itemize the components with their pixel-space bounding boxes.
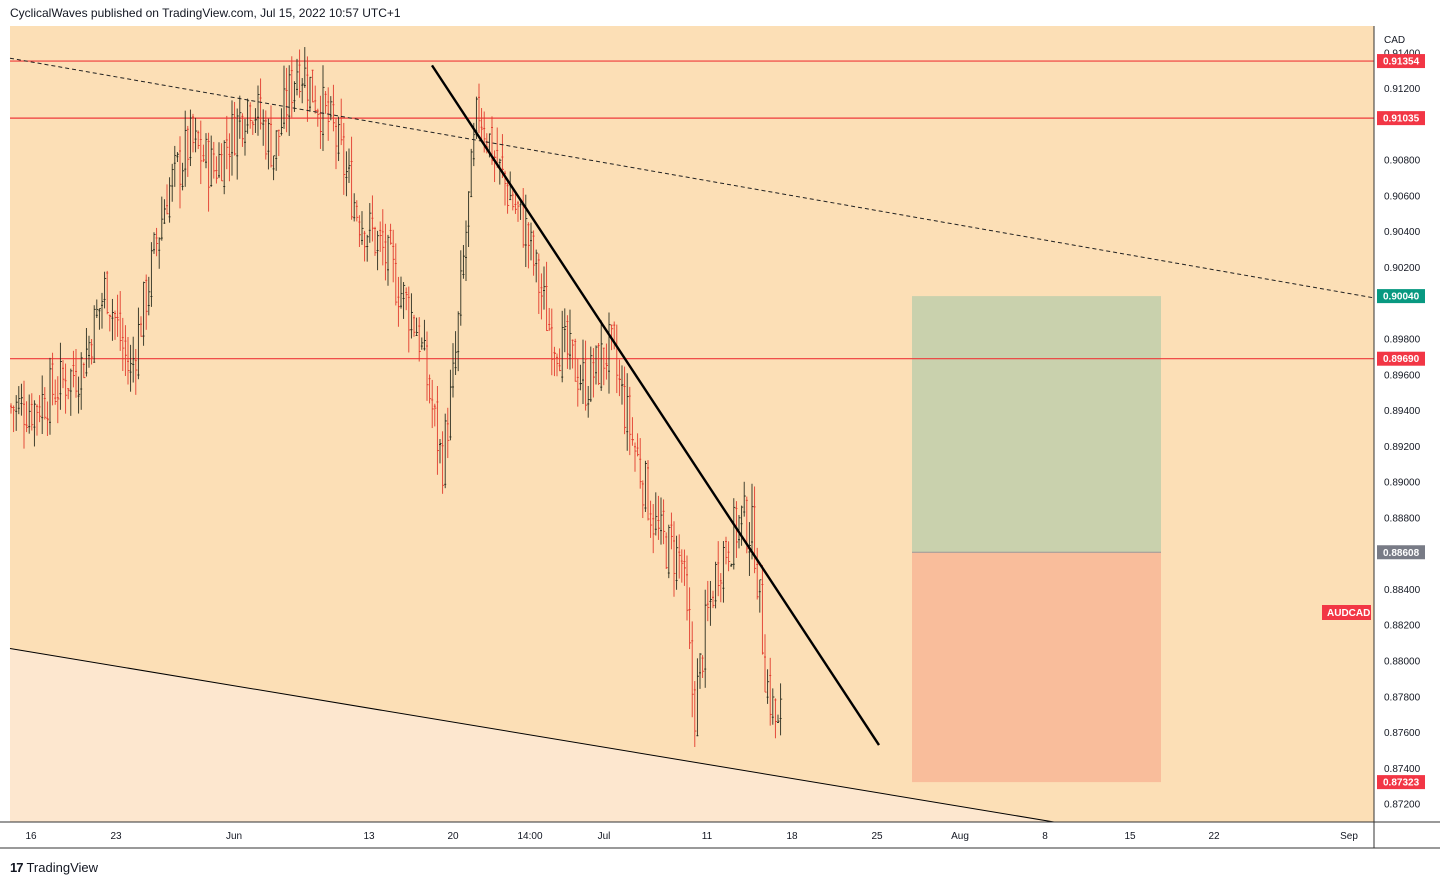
price-tick-label: 0.87200 [1384, 800, 1421, 811]
publisher-caption: CyclicalWaves published on TradingView.c… [10, 6, 401, 20]
price-tick-label: 0.87600 [1384, 728, 1421, 739]
time-tick-label: 20 [447, 831, 459, 842]
price-tick-label: 0.89000 [1384, 478, 1421, 489]
time-axis: 16 23 Jun 13 20 14:00 Jul 11 18 25 Aug 8 15 22 Sep [0, 821, 1440, 849]
price-badge-label: 0.90040 [1383, 292, 1420, 303]
tradingview-footer: 17 TradingView [10, 857, 98, 877]
time-tick-label: 22 [1208, 831, 1220, 842]
price-badge-label: 0.89690 [1383, 354, 1420, 365]
time-tick-label: 11 [702, 831, 713, 842]
time-tick-label: 16 [25, 831, 37, 842]
target-zone [912, 296, 1161, 553]
price-tick-label: 0.89800 [1384, 335, 1421, 346]
time-tick-label: Jul [598, 831, 611, 842]
stop-zone [912, 552, 1161, 783]
time-tick-label: Aug [951, 831, 969, 842]
bold-downtrend-line [430, 64, 881, 746]
time-tick-label: 25 [871, 831, 883, 842]
time-tick-label: Sep [1340, 831, 1358, 842]
currency-label: CAD [1384, 35, 1405, 46]
price-tick-label: 0.88200 [1384, 621, 1421, 632]
trendlines [9, 57, 1375, 823]
price-tick-label: 0.90600 [1384, 191, 1421, 202]
price-badge-label: 0.91354 [1383, 57, 1420, 68]
time-tick-label: 14:00 [517, 831, 542, 842]
time-tick-label: 23 [110, 831, 122, 842]
symbol-badge [1322, 605, 1371, 620]
time-tick-label: 18 [786, 831, 798, 842]
price-tick-label: 0.89400 [1384, 406, 1421, 417]
price-badge [1377, 351, 1425, 366]
brand-label: TradingView [26, 859, 99, 875]
tradingview-logo-icon: 17 [10, 859, 24, 875]
time-tick-label: 15 [1124, 831, 1136, 842]
symbol-badge-label: AUDCAD [1327, 608, 1370, 619]
price-badge [1377, 545, 1425, 560]
price-tick-label: 0.90800 [1384, 156, 1421, 167]
time-tick-label: Jun [226, 831, 242, 842]
price-badges: 0.91354 0.91035 0.90040 0.89690 0.88608 0.873… [1322, 54, 1425, 790]
price-badge-label: 0.91035 [1383, 114, 1420, 125]
time-tick-label: 13 [363, 831, 375, 842]
price-badge [1377, 775, 1425, 790]
price-tick-label: 0.88400 [1384, 585, 1421, 596]
time-tick-label: 8 [1042, 831, 1048, 842]
price-badge-label: 0.87323 [1383, 778, 1420, 789]
price-badge-label: 0.88608 [1383, 548, 1420, 559]
price-tick-label: 0.87800 [1384, 692, 1421, 703]
price-axis: CAD 0.91400 0.91200 0.90800 0.90600 0.90400 0.… [1373, 26, 1421, 848]
price-badge [1377, 54, 1425, 69]
position-tool [912, 296, 1161, 783]
price-tick-label: 0.88800 [1384, 513, 1421, 524]
price-tick-label: 0.88000 [1384, 657, 1421, 668]
price-badge [1377, 111, 1425, 126]
price-tick-label: 0.91200 [1384, 84, 1421, 95]
price-tick-label: 0.91400 [1384, 48, 1421, 59]
lower-channel-line [9, 647, 1055, 823]
price-tick-label: 0.90200 [1384, 263, 1421, 274]
price-badge [1377, 289, 1425, 304]
price-tick-label: 0.89600 [1384, 370, 1421, 381]
price-tick-label: 0.90400 [1384, 227, 1421, 238]
price-tick-label: 0.87400 [1384, 764, 1421, 775]
price-tick-label: 0.89200 [1384, 442, 1421, 453]
